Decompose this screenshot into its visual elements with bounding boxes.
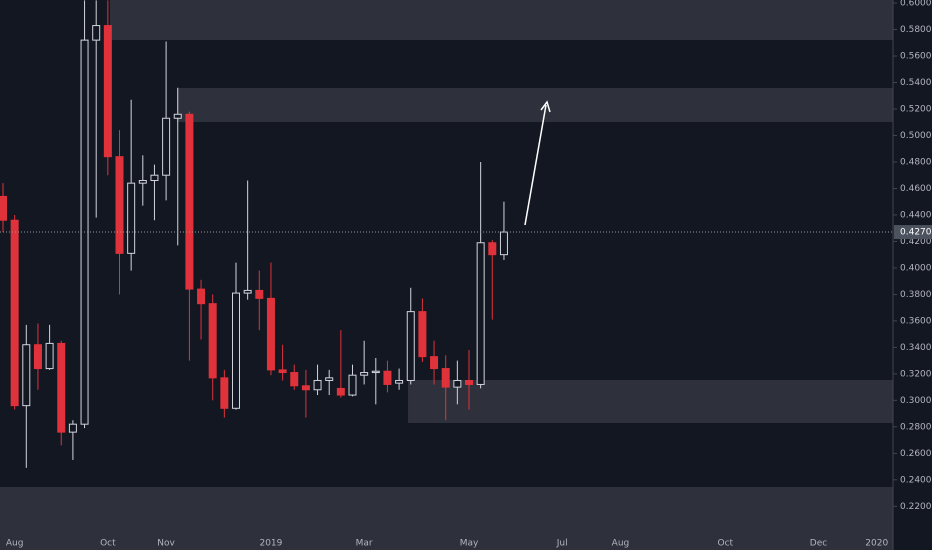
zone: [177, 88, 893, 122]
candle-body: [336, 387, 345, 396]
candle-body: [325, 377, 334, 381]
x-tick-label: Dec: [810, 539, 827, 549]
candle-body: [103, 25, 112, 158]
candle-body: [162, 117, 171, 176]
arrow: [524, 104, 547, 226]
candle-body: [406, 311, 415, 381]
x-tick-label: Oct: [718, 539, 734, 549]
candle-body: [173, 113, 182, 119]
candle-body: [488, 242, 497, 256]
candle-body: [255, 289, 264, 299]
candle-body: [57, 342, 66, 433]
candle-body: [266, 297, 275, 371]
x-tick-label: 2019: [259, 539, 282, 549]
zone: [110, 0, 893, 40]
x-tick-label: Aug: [6, 539, 24, 549]
candle-body: [290, 372, 299, 387]
x-tick-label: Aug: [612, 539, 630, 549]
candle-body: [278, 369, 287, 374]
candle-body: [22, 344, 31, 407]
candle-body: [220, 377, 229, 409]
candle-body: [499, 231, 508, 256]
candle-body: [360, 372, 369, 376]
candle-body: [115, 156, 124, 254]
candle-body: [371, 370, 380, 374]
candle-body: [0, 195, 7, 221]
candle-body: [208, 303, 217, 379]
arrow-head: [540, 100, 551, 113]
candle-body: [453, 379, 462, 388]
candle-body: [150, 174, 159, 182]
candle-body: [68, 423, 77, 433]
candle-body: [301, 385, 310, 391]
candle-body: [313, 379, 322, 391]
candle-body: [232, 292, 240, 409]
zone: [0, 487, 893, 550]
last-price-label: 0.42708: [900, 228, 932, 238]
candle-body: [10, 219, 19, 407]
candle-body: [45, 342, 54, 370]
candle-body: [476, 242, 485, 385]
candle-body: [418, 311, 427, 358]
candle-body: [383, 370, 392, 385]
x-tick-label: Jul: [556, 539, 568, 549]
candle-body: [465, 379, 473, 385]
candle-body: [395, 379, 404, 384]
x-tick-label: Mar: [356, 539, 373, 549]
x-tick-label: Nov: [157, 539, 175, 549]
candle-body: [197, 288, 206, 305]
candle-body: [441, 368, 450, 388]
y-tick-label: 0.60000: [900, 0, 932, 9]
last-price-box: [894, 225, 932, 240]
x-tick-label: Oct: [100, 539, 116, 549]
zone: [408, 380, 893, 423]
x-tick-label: 2020: [865, 539, 888, 549]
x-tick-label: May: [460, 539, 479, 549]
candle-body: [243, 289, 252, 294]
candle-body: [92, 25, 101, 41]
candle-body: [33, 344, 42, 370]
candle-body: [185, 113, 194, 290]
candle-body: [348, 374, 357, 396]
candle-body: [430, 356, 439, 370]
candle-body: [138, 180, 147, 184]
candle-body: [127, 182, 136, 254]
